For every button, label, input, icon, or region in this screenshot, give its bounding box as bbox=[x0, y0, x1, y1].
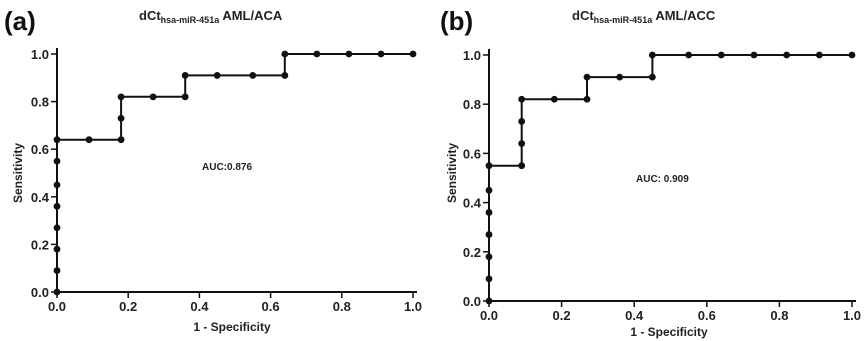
roc-point bbox=[485, 253, 493, 261]
title-subscript: hsa-miR-451a bbox=[594, 15, 654, 25]
roc-point bbox=[313, 50, 321, 58]
x-tick-label: 0.4 bbox=[190, 299, 209, 314]
x-axis-label: 1 - Specificity bbox=[193, 320, 271, 334]
y-tick-label: 1.0 bbox=[31, 47, 49, 62]
title-rest: AML/ACA bbox=[219, 8, 283, 23]
roc-point bbox=[249, 72, 257, 79]
y-tick-label: 0.4 bbox=[31, 190, 50, 205]
roc-point bbox=[815, 51, 823, 59]
x-tick-label: 0.6 bbox=[698, 308, 716, 323]
x-tick-label: 0.2 bbox=[119, 299, 137, 314]
panel-label: (a) bbox=[4, 6, 36, 36]
roc-point bbox=[149, 93, 157, 101]
y-tick-label: 0.2 bbox=[463, 245, 481, 260]
y-tick-label: 1.0 bbox=[463, 48, 481, 63]
roc-point bbox=[518, 95, 526, 103]
roc-point bbox=[648, 73, 656, 81]
roc-point bbox=[345, 50, 353, 58]
roc-point bbox=[685, 51, 693, 59]
axis-ticks: 0.0 0.2 0.4 0.6 0.8 1.0 0.0 0.2 0.4 0.6 0.8 1.0 bbox=[463, 48, 861, 323]
roc-point bbox=[53, 202, 61, 210]
roc-point bbox=[550, 95, 558, 103]
roc-point bbox=[53, 157, 61, 165]
title-main: dCt bbox=[139, 8, 161, 23]
roc-point bbox=[485, 231, 493, 238]
roc-point bbox=[518, 162, 526, 170]
roc-point bbox=[409, 50, 417, 58]
axis-ticks: 0.0 0.2 0.4 0.6 0.8 1.0 0.0 0.2 0.4 0.6 0.8 1.0 bbox=[31, 47, 422, 314]
roc-point bbox=[783, 51, 791, 59]
title-subscript: hsa-miR-451a bbox=[161, 15, 221, 25]
roc-point bbox=[616, 73, 624, 81]
panel-label: (b) bbox=[440, 6, 473, 36]
chart-title: dCthsa-miR-451a AML/ACA bbox=[139, 8, 283, 25]
roc-point bbox=[518, 118, 526, 125]
roc-point bbox=[117, 93, 125, 101]
y-tick-label: 0.6 bbox=[31, 142, 49, 157]
roc-point bbox=[583, 73, 591, 81]
auc-annotation: AUC:0.876 bbox=[202, 162, 252, 173]
roc-point bbox=[117, 136, 125, 144]
roc-point bbox=[53, 136, 61, 144]
roc-point bbox=[53, 245, 61, 253]
roc-point bbox=[717, 51, 725, 59]
y-tick-label: 0.8 bbox=[31, 95, 49, 110]
panel-a: (a) dCthsa-miR-451a AML/ACA Sensitivity … bbox=[4, 6, 422, 334]
roc-curve-group bbox=[485, 51, 856, 305]
title-rest: AML/ACC bbox=[652, 8, 716, 23]
x-tick-label: 1.0 bbox=[843, 308, 861, 323]
y-axis-label: Sensitivity bbox=[445, 143, 459, 203]
y-tick-label: 0.0 bbox=[463, 294, 481, 309]
roc-point bbox=[485, 186, 493, 194]
x-tick-label: 0.4 bbox=[625, 308, 644, 323]
y-axis-label: Sensitivity bbox=[11, 143, 25, 203]
roc-point bbox=[848, 51, 856, 59]
roc-point bbox=[181, 93, 189, 101]
roc-point bbox=[485, 275, 493, 283]
y-tick-label: 0.8 bbox=[463, 97, 481, 112]
y-tick-label: 0.2 bbox=[31, 237, 49, 252]
roc-point bbox=[53, 288, 61, 296]
x-tick-label: 0.0 bbox=[480, 308, 498, 323]
x-tick-label: 0.2 bbox=[553, 308, 571, 323]
roc-point bbox=[181, 72, 189, 79]
x-tick-label: 0.8 bbox=[770, 308, 788, 323]
roc-point bbox=[583, 95, 591, 103]
roc-point bbox=[518, 140, 526, 147]
auc-annotation: AUC: 0.909 bbox=[636, 174, 689, 185]
y-tick-label: 0.0 bbox=[31, 285, 49, 300]
roc-curve-line bbox=[56, 53, 413, 292]
roc-point bbox=[53, 224, 61, 232]
roc-point bbox=[85, 136, 93, 144]
roc-point bbox=[281, 50, 289, 58]
x-tick-label: 0.6 bbox=[262, 299, 280, 314]
x-tick-label: 0.8 bbox=[333, 299, 351, 314]
roc-point bbox=[281, 72, 289, 79]
title-main: dCt bbox=[572, 8, 594, 23]
panel-b: (b) dCthsa-miR-451a AML/ACC Sensitivity … bbox=[440, 6, 861, 339]
roc-point bbox=[53, 267, 61, 274]
roc-point bbox=[213, 72, 221, 79]
x-axis-label: 1 - Specificity bbox=[630, 325, 708, 339]
roc-point bbox=[648, 51, 656, 59]
roc-point bbox=[750, 51, 758, 59]
x-tick-label: 0.0 bbox=[48, 299, 66, 314]
x-tick-label: 1.0 bbox=[404, 299, 422, 314]
y-tick-label: 0.6 bbox=[463, 146, 481, 161]
roc-point bbox=[377, 50, 385, 58]
roc-point bbox=[485, 162, 493, 170]
roc-point bbox=[53, 181, 61, 189]
chart-title: dCthsa-miR-451a AML/ACC bbox=[572, 8, 716, 25]
y-tick-label: 0.4 bbox=[463, 196, 482, 211]
roc-point bbox=[485, 209, 493, 216]
roc-point bbox=[117, 114, 125, 122]
roc-curve-group bbox=[53, 50, 417, 296]
roc-point bbox=[485, 297, 493, 305]
